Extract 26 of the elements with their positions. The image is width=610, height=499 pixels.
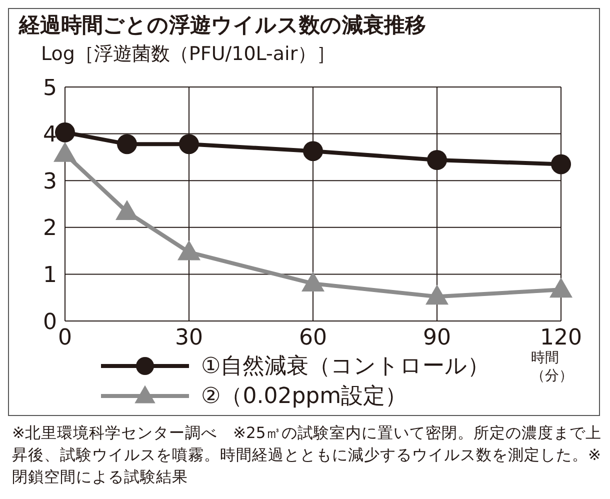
legend-label: ②（0.02ppm設定） [201,383,408,411]
point [427,150,447,170]
x-tick-label: 90 [423,326,451,351]
legend-label: ①自然減衰（コントロール） [201,353,490,381]
x-tick-label: 120 [540,326,582,351]
point [550,278,572,298]
point [302,272,324,292]
y-tick-label: 4 [43,122,57,148]
y-axis-title: Log［浮遊菌数（PFU/10L-air）］ [41,42,336,67]
x-axis-title: 時間（分） [531,349,574,385]
point [178,240,200,260]
x-tick-label: 30 [175,326,203,351]
point [179,134,199,154]
x-tick-label: 60 [299,326,327,351]
point [426,284,448,305]
point [303,141,323,162]
point [55,122,75,142]
y-tick-label: 0 [43,310,57,335]
chart-title: 経過時間ごとの浮遊ウイルス数の減衰推移 [19,12,426,39]
y-tick-label: 1 [43,263,57,288]
y-tick-label: 5 [43,76,57,101]
point [551,154,571,174]
y-tick-label: 2 [43,216,57,242]
point [117,134,137,154]
y-tick-label: 3 [43,169,57,194]
text: ※北里環境科学センター調べ ※25㎥の試験室内に置いて密閉。所定の濃度まで上昇後、試験ウイルスを噴霧。時間経過とともに減少するウイルス数を測定した。※閉鎖空間による試験結果 [11,423,602,488]
